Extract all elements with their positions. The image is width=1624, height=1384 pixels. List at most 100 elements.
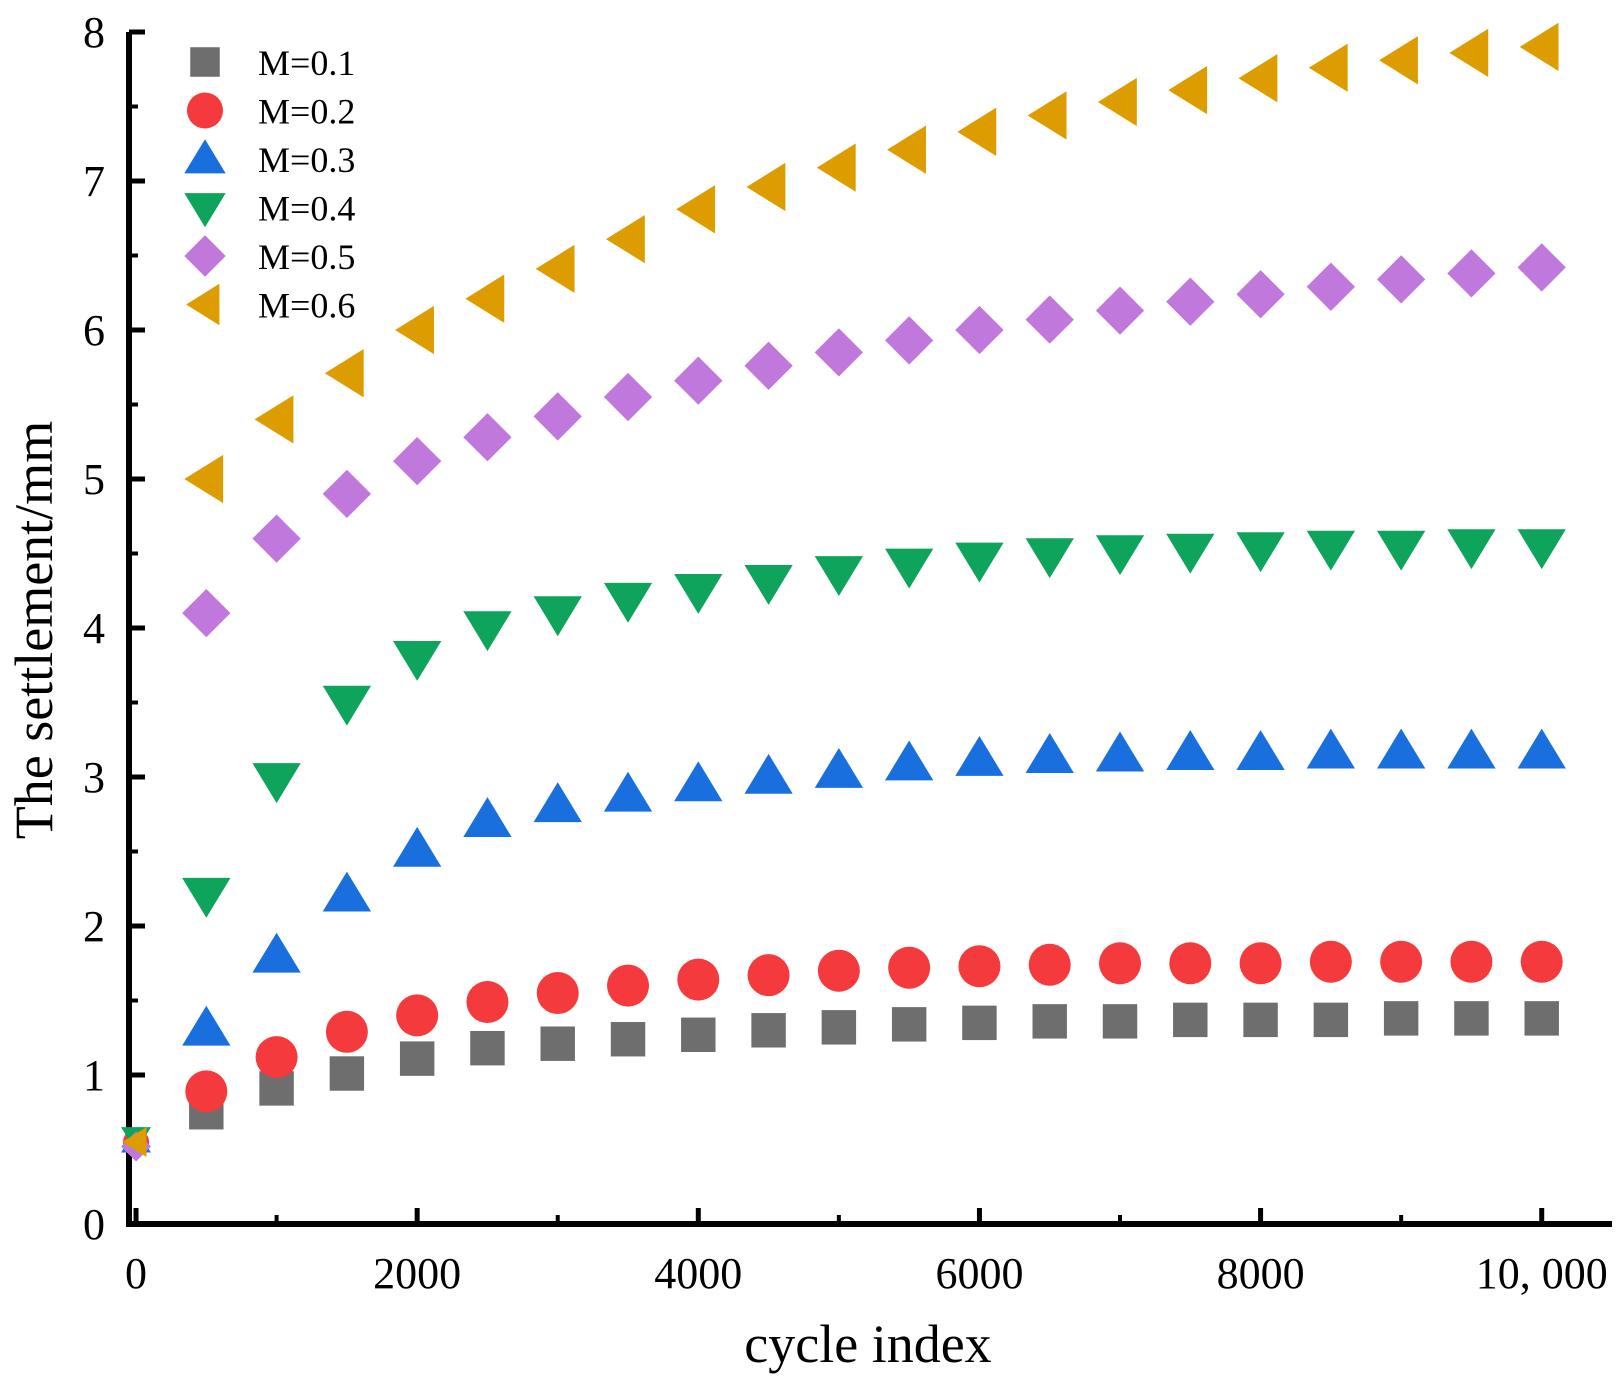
data-point xyxy=(816,143,856,192)
data-point xyxy=(393,641,442,681)
data-point xyxy=(821,1010,857,1045)
series-m-0-3 xyxy=(121,728,1566,1153)
data-point xyxy=(817,949,860,992)
data-point xyxy=(1097,77,1137,127)
data-point xyxy=(955,736,1004,776)
y-tick-label: 5 xyxy=(83,455,105,504)
legend-marker xyxy=(190,47,220,77)
data-point xyxy=(535,244,575,294)
data-point xyxy=(1239,942,1282,985)
data-point xyxy=(463,797,512,838)
data-point xyxy=(1450,940,1493,983)
data-point xyxy=(887,125,926,174)
x-tick-label: 6000 xyxy=(935,1249,1023,1298)
y-axis-title: The settlement/mm xyxy=(4,421,64,839)
data-point xyxy=(252,763,301,804)
y-tick-label: 3 xyxy=(83,753,105,802)
data-point xyxy=(1380,940,1423,983)
data-point xyxy=(1376,728,1426,769)
legend-item: M=0.5 xyxy=(184,235,355,277)
data-point xyxy=(1236,730,1285,770)
data-point xyxy=(744,565,793,605)
data-point xyxy=(254,395,294,444)
data-point xyxy=(1027,91,1067,140)
data-point xyxy=(393,826,442,867)
series-m-0-1 xyxy=(125,1001,1559,1153)
legend-marker xyxy=(184,235,226,277)
legend: M=0.1 M=0.2 M=0.3 M=0.4 M=0.5 M=0.6 xyxy=(184,43,355,326)
data-point xyxy=(746,162,786,212)
data-point xyxy=(1166,533,1215,574)
data-point xyxy=(1099,942,1142,985)
data-point xyxy=(396,994,439,1037)
data-point xyxy=(182,1005,231,1046)
data-point xyxy=(747,954,790,997)
data-point xyxy=(1166,730,1215,770)
data-point xyxy=(676,185,716,234)
data-point xyxy=(465,274,505,323)
data-point xyxy=(610,1022,646,1057)
data-point xyxy=(252,932,301,973)
data-point xyxy=(1238,54,1278,103)
data-point xyxy=(1243,1002,1278,1038)
data-point xyxy=(885,548,934,589)
legend-marker xyxy=(184,139,226,174)
data-point xyxy=(1517,243,1566,292)
data-point xyxy=(891,1007,927,1042)
data-point xyxy=(1447,249,1496,298)
data-point xyxy=(1309,940,1352,983)
y-tick-label: 1 xyxy=(83,1051,105,1100)
data-point xyxy=(395,305,434,355)
y-tick-label: 4 xyxy=(83,604,105,653)
data-point xyxy=(1236,270,1285,319)
data-point xyxy=(1306,262,1356,311)
data-point xyxy=(1025,733,1074,773)
data-point xyxy=(1166,277,1215,326)
data-point xyxy=(533,392,582,441)
data-point xyxy=(324,349,364,398)
y-tick-label: 2 xyxy=(83,902,105,951)
data-point xyxy=(603,771,653,812)
data-point xyxy=(1025,295,1074,344)
data-point xyxy=(1313,1002,1349,1038)
x-tick-label: 4000 xyxy=(654,1249,742,1298)
series-m-0-5 xyxy=(121,243,1566,1162)
data-point xyxy=(185,1070,228,1113)
x-tick-label: 10, 000 xyxy=(1476,1249,1608,1298)
data-point xyxy=(674,573,723,614)
data-point xyxy=(607,964,650,1007)
data-point xyxy=(536,972,579,1015)
data-point xyxy=(603,582,653,623)
legend-label: M=0.4 xyxy=(258,189,355,229)
data-point xyxy=(814,556,864,596)
data-point xyxy=(751,1013,786,1048)
data-point xyxy=(1028,943,1071,986)
data-point xyxy=(1383,1001,1419,1036)
y-tick-label: 0 xyxy=(83,1200,105,1249)
data-point xyxy=(322,871,372,912)
y-tick-label: 8 xyxy=(83,8,105,57)
legend-label: M=0.3 xyxy=(258,140,355,180)
data-point xyxy=(1376,530,1426,571)
x-tick-label: 2000 xyxy=(373,1249,461,1298)
data-point xyxy=(325,1010,368,1053)
data-point xyxy=(1169,942,1212,985)
data-point xyxy=(1236,532,1285,573)
data-point xyxy=(681,1017,716,1052)
data-point xyxy=(958,945,1001,988)
series-m-0-6 xyxy=(122,22,1559,1158)
data-point xyxy=(885,316,934,365)
data-point xyxy=(1173,1002,1208,1038)
data-point xyxy=(1520,940,1563,983)
legend-item: M=0.3 xyxy=(184,139,355,180)
data-point xyxy=(463,413,512,462)
data-point xyxy=(674,761,723,802)
axes: 0 1 2 3 4 5 6 7 8 0 2000 4000 6000 8000 10, 000 xyxy=(83,8,1612,1298)
legend-label: M=0.6 xyxy=(258,286,355,326)
data-point xyxy=(470,1030,505,1066)
data-point xyxy=(1095,535,1145,576)
data-point xyxy=(463,611,512,652)
data-point xyxy=(533,782,582,823)
data-point xyxy=(1447,728,1496,769)
